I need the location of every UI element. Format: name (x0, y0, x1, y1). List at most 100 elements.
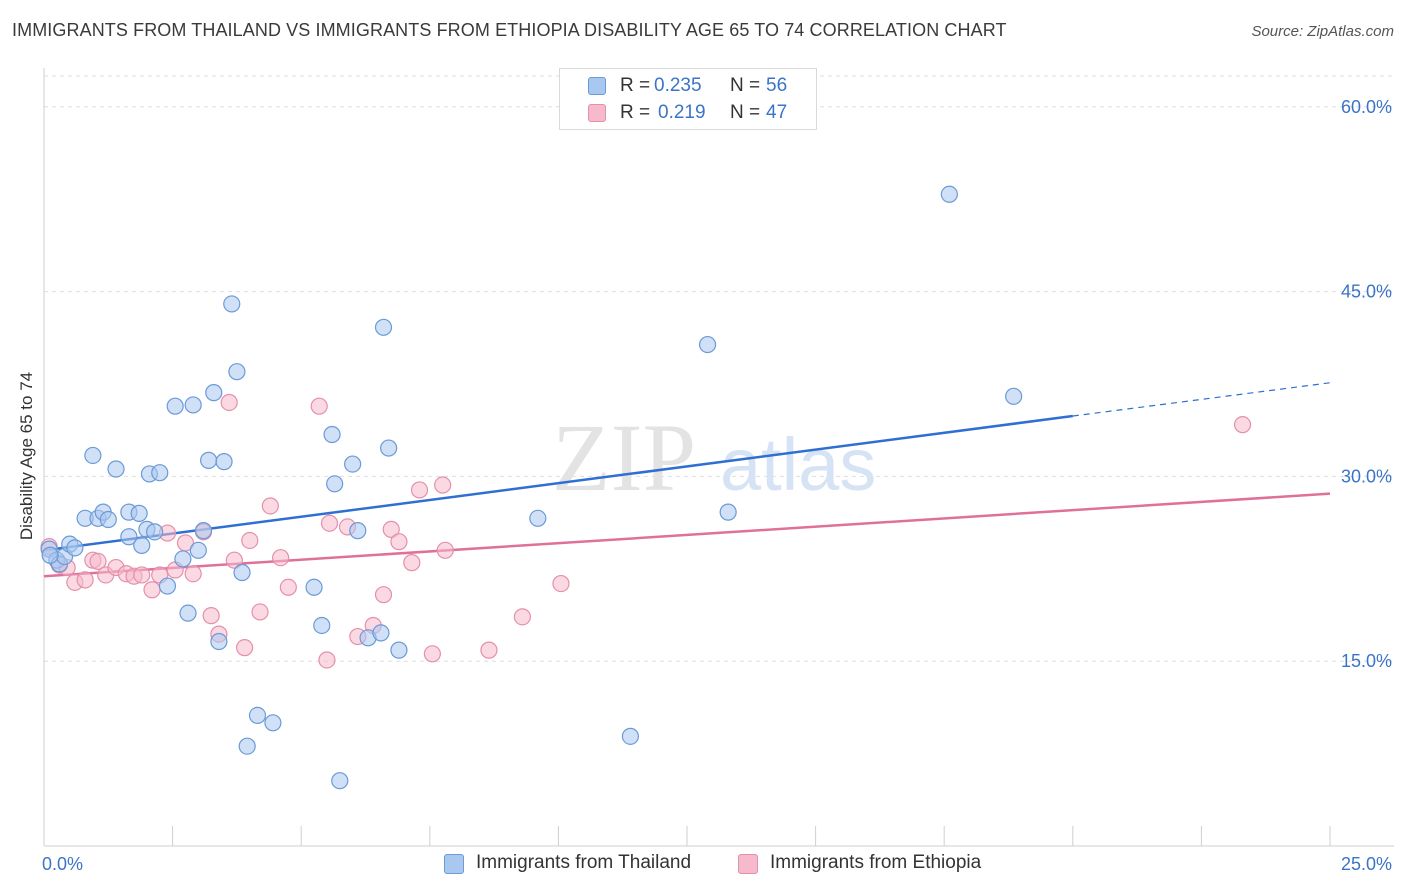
thailand-point (84, 446, 102, 465)
thailand-point (264, 714, 282, 732)
watermark-atlas: atlas (720, 423, 876, 506)
thailand-point (233, 563, 251, 582)
ethiopia-point (382, 520, 400, 538)
thailand-point (145, 523, 164, 541)
thailand-point (374, 318, 393, 336)
thailand-point (166, 397, 184, 415)
thailand-point (158, 577, 177, 595)
x-tick-label: 0.0% (42, 854, 83, 874)
thailand-point (66, 539, 84, 557)
thailand-point (99, 510, 117, 529)
thailand-point (120, 528, 138, 546)
thailand-swatch (588, 77, 606, 95)
ethiopia-point (374, 586, 393, 604)
ethiopia-point (480, 641, 498, 659)
watermark: ZIP atlas (552, 404, 876, 511)
y-axis-label: Disability Age 65 to 74 (17, 372, 36, 540)
ethiopia-r-value: 0.219 (658, 102, 706, 123)
ethiopia-point (143, 581, 161, 599)
thailand-point (621, 727, 640, 745)
thailand-n-label: N = (730, 75, 761, 96)
thailand-trend-line (43, 414, 1073, 552)
thailand-point (200, 451, 218, 469)
data-points (40, 185, 1252, 790)
thailand-point (210, 632, 228, 651)
thailand-point (305, 578, 323, 596)
ethiopia-point (1233, 416, 1252, 434)
thailand-point (529, 509, 547, 527)
y-tick-label: 15.0% (1341, 651, 1392, 671)
x-tick-label: 25.0% (1341, 854, 1392, 874)
legend-ethiopia-label: Immigrants from Ethiopia (770, 852, 982, 873)
thailand-point (323, 425, 341, 444)
chart-title: IMMIGRANTS FROM THAILAND VS IMMIGRANTS F… (12, 20, 1007, 40)
y-tick-label: 60.0% (1341, 97, 1392, 117)
ethiopia-point (89, 552, 107, 571)
stats-legend: R = 0.235 N = 56 R = 0.219 N = 47 (559, 68, 817, 130)
thailand-point (380, 439, 398, 457)
y-tick-labels: 15.0% 30.0% 45.0% 60.0% (1341, 97, 1392, 671)
legend-ethiopia-swatch (738, 854, 758, 874)
y-tick-label: 30.0% (1341, 466, 1392, 486)
thailand-point (41, 546, 59, 564)
ethiopia-point (410, 481, 429, 499)
thailand-point (107, 460, 125, 478)
thailand-point (228, 363, 246, 381)
ethiopia-r-label: R = (620, 102, 651, 123)
thailand-point (1005, 387, 1023, 405)
thailand-point (189, 541, 207, 559)
thailand-point (238, 737, 256, 755)
thailand-point (184, 396, 202, 414)
thailand-point (349, 522, 367, 540)
thailand-point (326, 475, 344, 493)
thailand-point (372, 624, 390, 642)
legend-thailand-label: Immigrants from Thailand (476, 852, 692, 873)
ethiopia-point (436, 541, 454, 559)
thailand-point (133, 536, 151, 554)
ethiopia-point (261, 497, 279, 515)
chart-source: Source: ZipAtlas.com (1251, 23, 1394, 40)
thailand-point (174, 550, 192, 568)
trend-lines (43, 382, 1331, 578)
thailand-point (205, 384, 223, 402)
thailand-point (313, 616, 331, 635)
y-tick-label: 45.0% (1341, 282, 1392, 302)
ethiopia-point (434, 476, 452, 494)
thailand-point (130, 504, 148, 522)
thailand-point (331, 772, 349, 790)
ethiopia-point (133, 566, 151, 584)
ethiopia-point (552, 574, 570, 593)
axes (43, 68, 1394, 847)
ethiopia-point (184, 565, 202, 583)
thailand-n-value: 56 (766, 75, 788, 96)
ethiopia-point (390, 533, 408, 551)
ethiopia-point (202, 607, 220, 625)
ethiopia-n-value: 47 (766, 102, 788, 123)
ethiopia-point (403, 554, 421, 572)
thailand-point (194, 522, 213, 540)
ethiopia-point (279, 578, 297, 596)
ethiopia-point (251, 603, 269, 621)
ethiopia-n-label: N = (730, 102, 761, 123)
thailand-point (179, 604, 197, 622)
ethiopia-point (220, 393, 238, 412)
ethiopia-trend-line (43, 492, 1331, 578)
ethiopia-point (513, 608, 531, 626)
thailand-point (151, 464, 169, 482)
ethiopia-point (76, 571, 94, 589)
thailand-point (223, 295, 241, 313)
thailand-point (215, 453, 233, 471)
thailand-point (390, 641, 408, 659)
thailand-point (698, 335, 717, 354)
thailand-point (248, 706, 267, 725)
ethiopia-point (272, 549, 290, 567)
ethiopia-point (236, 639, 254, 657)
ethiopia-point (225, 551, 243, 569)
ethiopia-point (310, 397, 328, 415)
ethiopia-point (318, 651, 336, 669)
thailand-point (940, 185, 958, 203)
legend-thailand-swatch (444, 854, 464, 874)
thailand-trend-extension (1072, 382, 1331, 417)
ethiopia-point (423, 645, 441, 663)
